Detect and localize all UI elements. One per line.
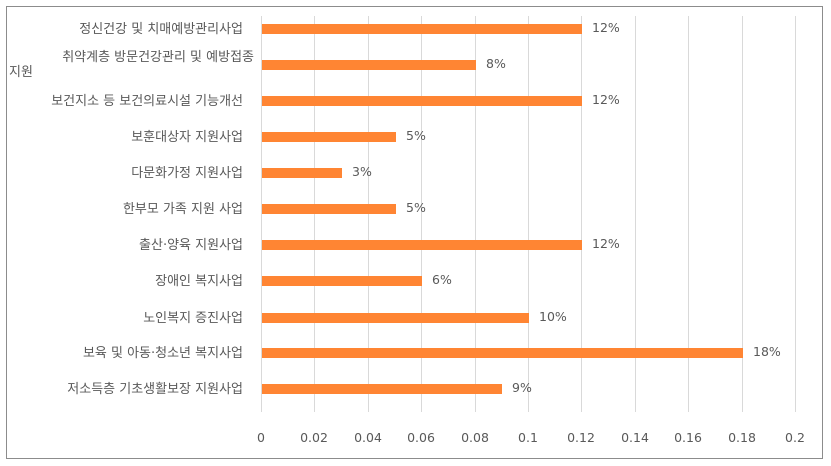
- bar: [262, 240, 582, 250]
- x-tick-label: 0.2: [785, 430, 805, 445]
- bar: [262, 276, 422, 286]
- category-label: 다문화가정 지원사업: [131, 166, 243, 181]
- data-label: 5%: [406, 200, 426, 215]
- gridline: [314, 16, 315, 412]
- gridline: [421, 16, 422, 412]
- x-tick-label: 0.12: [567, 430, 595, 445]
- category-label: 취약계층 방문건강관리 및 예방접종 지원: [9, 50, 254, 80]
- category-label: 저소득층 기초생활보장 지원사업: [67, 382, 243, 397]
- data-label: 8%: [486, 56, 506, 71]
- bar: [262, 313, 529, 323]
- x-tick-label: 0.14: [621, 430, 649, 445]
- x-tick-label: 0.06: [407, 430, 435, 445]
- category-label-line: 지원: [9, 65, 33, 80]
- x-tick-label: 0.16: [674, 430, 702, 445]
- data-label: 18%: [753, 344, 781, 359]
- gridline: [581, 16, 582, 412]
- gridline: [795, 16, 796, 412]
- bar: [262, 384, 502, 394]
- x-tick-label: 0: [257, 430, 265, 445]
- data-label: 12%: [592, 92, 620, 107]
- data-label: 9%: [512, 380, 532, 395]
- x-tick-label: 0.08: [461, 430, 489, 445]
- gridline: [742, 16, 743, 412]
- category-label: 정신건강 및 치매예방관리사업: [79, 22, 243, 37]
- data-label: 3%: [352, 164, 372, 179]
- bar: [262, 60, 476, 70]
- bar: [262, 204, 396, 214]
- category-label: 장애인 복지사업: [155, 274, 243, 289]
- gridline: [688, 16, 689, 412]
- data-label: 12%: [592, 236, 620, 251]
- gridline: [528, 16, 529, 412]
- bar: [262, 132, 396, 142]
- bar: [262, 348, 743, 358]
- x-tick-label: 0.18: [728, 430, 756, 445]
- category-label: 보훈대상자 지원사업: [131, 130, 243, 145]
- bar: [262, 168, 342, 178]
- category-label: 보건지소 등 보건의료시설 기능개선: [51, 94, 243, 109]
- bar: [262, 24, 582, 34]
- data-label: 6%: [432, 272, 452, 287]
- category-label: 한부모 가족 지원 사업: [122, 202, 243, 217]
- data-label: 12%: [592, 20, 620, 35]
- category-label: 노인복지 증진사업: [143, 311, 243, 326]
- x-tick-label: 0.02: [300, 430, 328, 445]
- chart-frame: [6, 6, 823, 459]
- data-label: 10%: [539, 309, 567, 324]
- gridline: [368, 16, 369, 412]
- x-tick-label: 0.1: [518, 430, 538, 445]
- gridline: [475, 16, 476, 412]
- category-label-line: 취약계층 방문건강관리 및 예방접종: [62, 50, 254, 65]
- category-label: 출산·양육 지원사업: [139, 238, 243, 253]
- data-label: 5%: [406, 128, 426, 143]
- category-label: 보육 및 아동·청소년 복지사업: [82, 346, 243, 361]
- gridline: [261, 16, 262, 412]
- gridline: [635, 16, 636, 412]
- x-tick-label: 0.04: [354, 430, 382, 445]
- bar: [262, 96, 582, 106]
